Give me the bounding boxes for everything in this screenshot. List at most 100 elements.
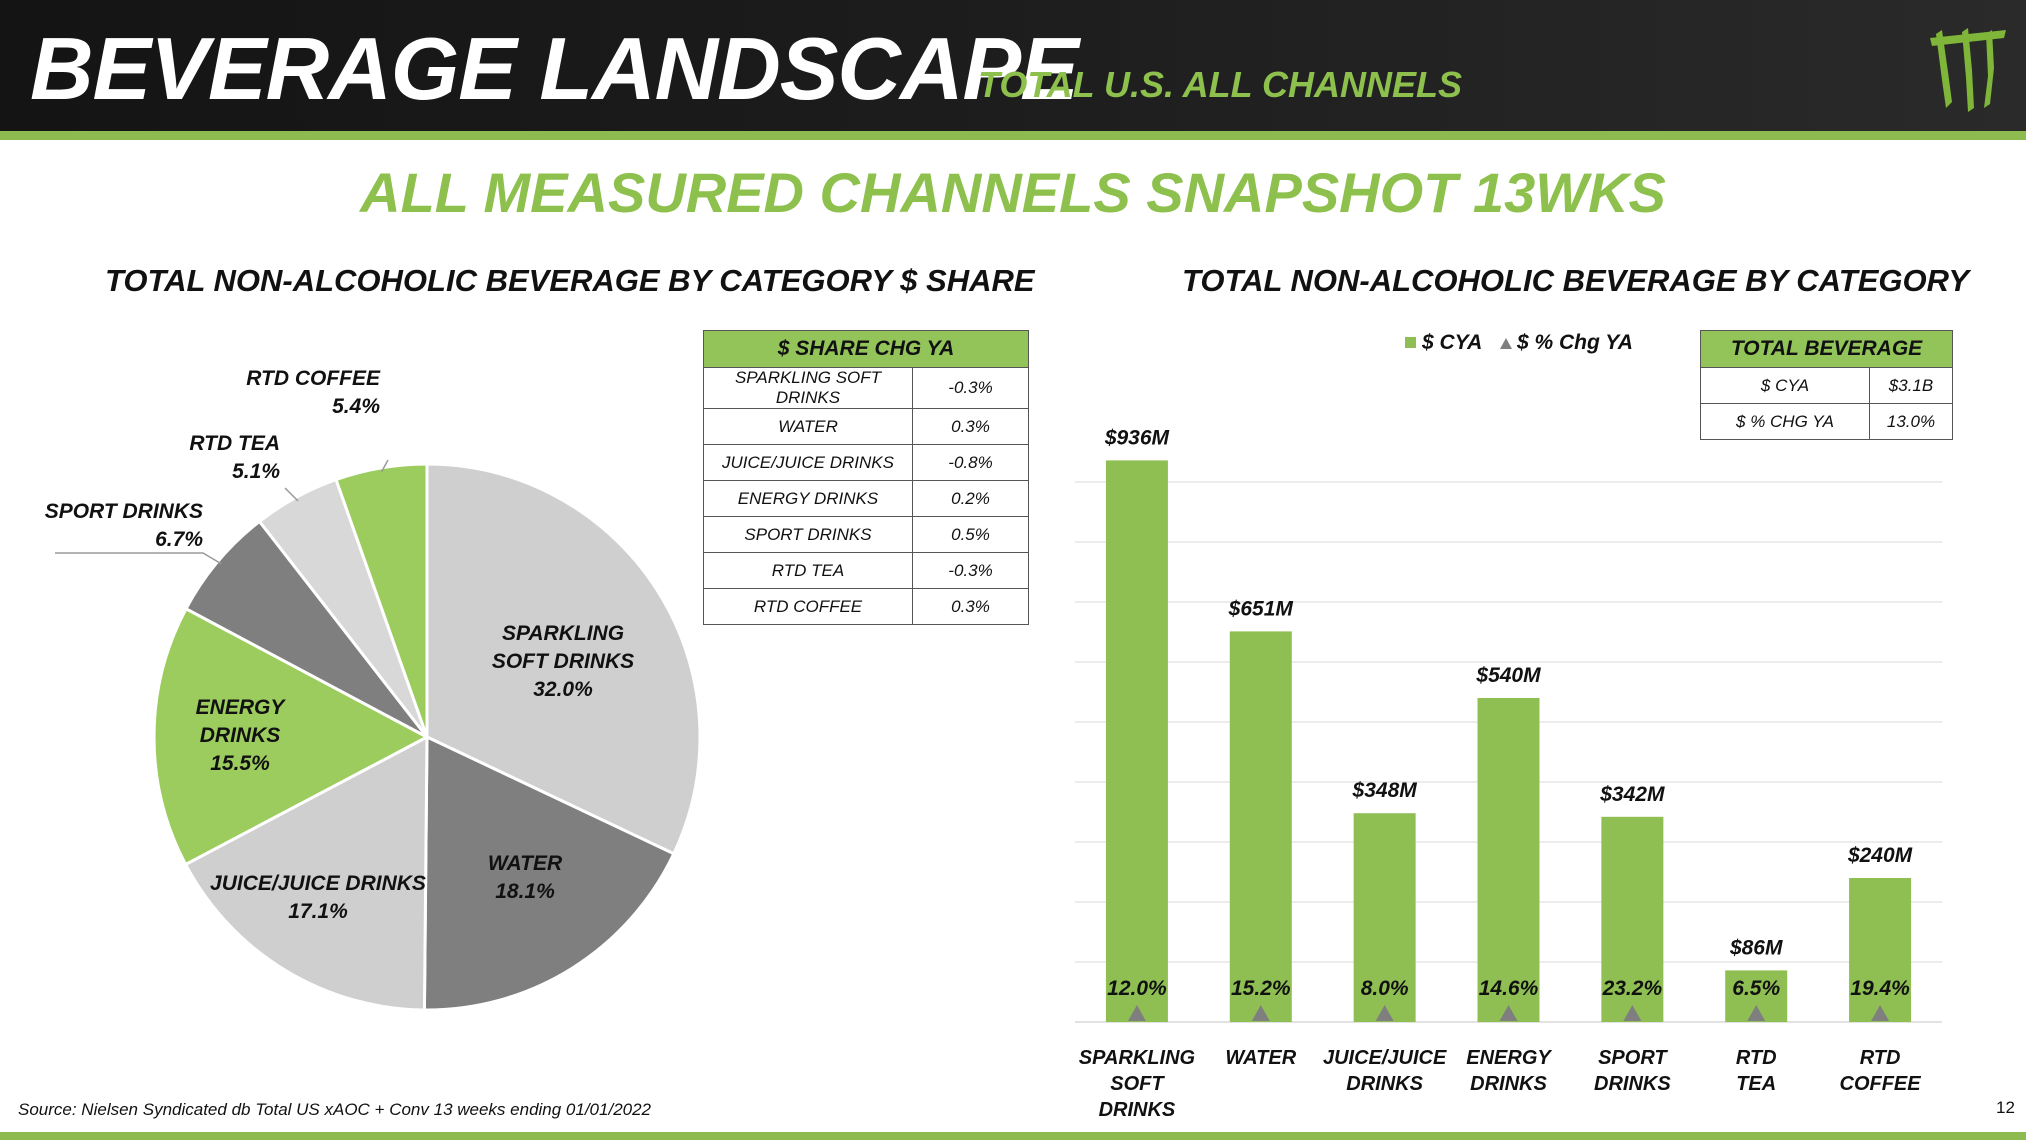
monster-claw-logo-icon (1930, 28, 2006, 112)
pct-change-label: 19.4% (1850, 977, 1910, 1000)
pct-change-label: 15.2% (1231, 977, 1291, 1000)
table-row: JUICE/JUICE DRINKS -0.8% (703, 444, 1029, 481)
table-cell-value: 0.5% (912, 516, 1029, 553)
bar-value-label: $651M (1228, 597, 1294, 620)
page-title: BEVERAGE LANDSCAPE (30, 19, 1079, 118)
total-table-header: TOTAL BEVERAGE (1700, 330, 1953, 368)
x-tick-label: ENERGY (1466, 1047, 1552, 1069)
pie-category-label: DRINKS (200, 724, 281, 747)
total-beverage-table: TOTAL BEVERAGE $ CYA $3.1B $ % CHG YA 13.0… (1700, 330, 1953, 440)
pie-slice-rtd-coffee (334, 462, 429, 738)
legend-square-icon (1405, 337, 1416, 348)
share-change-table: $ SHARE CHG YA SPARKLING SOFT DRINKS -0.3… (703, 330, 1029, 625)
table-cell-value: -0.3% (912, 552, 1029, 589)
pie-slice-energy-drinks (152, 606, 431, 867)
x-tick-label: DRINKS (1346, 1073, 1423, 1095)
pie-leader-line (380, 459, 389, 473)
table-cell-category: SPARKLING SOFT DRINKS (703, 367, 913, 409)
x-tick-label: COFFEE (1840, 1073, 1922, 1095)
table-row: $ % CHG YA 13.0% (1700, 403, 1953, 440)
pie-chart-title: TOTAL NON-ALCOHOLIC BEVERAGE BY CATEGORY… (105, 263, 1035, 298)
x-tick-label: RTD (1860, 1047, 1901, 1069)
x-tick-label: WATER (1225, 1047, 1296, 1069)
bar-chart: $936M 12.0% SPARKLING SOFT DRINKS $651M 15.2% W… (1075, 331, 1942, 1120)
bar-sparkling-soft-drinks (1105, 460, 1168, 1022)
legend-label: $ % Chg YA (1516, 331, 1633, 354)
pct-change-label: 8.0% (1361, 977, 1409, 1000)
pie-value-label: 32.0% (533, 678, 593, 701)
bar-sport-drinks (1601, 816, 1664, 1022)
pct-change-marker (1623, 1005, 1642, 1021)
header-accent-stripe (0, 131, 2026, 140)
table-cell-label: $ CYA (1700, 367, 1870, 404)
header-bar (0, 0, 2026, 140)
share-table-header: $ SHARE CHG YA (703, 330, 1029, 368)
table-row: RTD TEA -0.3% (703, 552, 1029, 589)
table-cell-category: SPORT DRINKS (703, 516, 913, 553)
x-tick-label: DRINKS (1594, 1073, 1671, 1095)
footer-accent-stripe (0, 1132, 2026, 1140)
bar-chart-title: TOTAL NON-ALCOHOLIC BEVERAGE BY CATEGORY (1182, 263, 1970, 298)
x-tick-label: DRINKS (1099, 1099, 1176, 1120)
bar-value-label: $540M (1475, 664, 1541, 687)
pie-value-label: 5.1% (232, 460, 280, 483)
pct-change-marker (1499, 1005, 1518, 1021)
bar-value-label: $86M (1729, 936, 1783, 959)
pie-value-label: 18.1% (495, 880, 555, 903)
pie-value-label: 15.5% (210, 752, 270, 775)
table-cell-category: ENERGY DRINKS (703, 480, 913, 517)
legend-triangle-icon (1500, 338, 1512, 349)
pct-change-label: 12.0% (1107, 977, 1167, 1000)
table-cell-category: JUICE/JUICE DRINKS (703, 444, 913, 481)
table-cell-value: 0.2% (912, 480, 1029, 517)
pct-change-marker (1375, 1005, 1394, 1021)
pie-value-label: 17.1% (288, 900, 348, 923)
pct-change-marker (1871, 1005, 1890, 1021)
table-row: SPORT DRINKS 0.5% (703, 516, 1029, 553)
pie-category-label: SOFT DRINKS (492, 650, 634, 673)
x-tick-label: SPARKLING (1079, 1047, 1195, 1069)
bar-energy-drinks (1477, 698, 1540, 1022)
bar-value-label: $348M (1352, 779, 1418, 802)
pie-leader-line (284, 487, 299, 502)
table-cell-value: $3.1B (1869, 367, 1953, 404)
pie-slice-sparkling-soft-drinks (425, 462, 702, 856)
pie-category-label: ENERGY (196, 696, 287, 719)
table-row: RTD COFFEE 0.3% (703, 588, 1029, 625)
pct-change-label: 6.5% (1732, 977, 1780, 1000)
bar-rtd-coffee (1849, 878, 1912, 1022)
pct-change-marker (1127, 1005, 1146, 1021)
table-row: $ CYA $3.1B (1700, 367, 1953, 404)
pie-category-label: RTD COFFEE (246, 367, 381, 390)
pct-change-marker (1251, 1005, 1270, 1021)
pct-change-label: 23.2% (1602, 977, 1663, 1000)
table-cell-category: RTD COFFEE (703, 588, 913, 625)
pie-category-label: RTD TEA (189, 432, 280, 455)
pie-category-label: JUICE/JUICE DRINKS (210, 872, 426, 895)
page-subtitle: TOTAL U.S. ALL CHANNELS (978, 64, 1463, 105)
pie-category-label: WATER (488, 852, 563, 875)
table-row: SPARKLING SOFT DRINKS -0.3% (703, 367, 1029, 409)
page-number: 12 (1996, 1098, 2015, 1117)
x-tick-label: JUICE/JUICE (1323, 1047, 1447, 1069)
chart-legend: $ CYA $ % Chg YA (1405, 331, 1633, 354)
pie-leader-line (55, 552, 222, 565)
pie-slice-juice-juice-drinks (183, 734, 429, 1012)
bar-value-label: $936M (1104, 426, 1170, 449)
pie-category-label: SPORT DRINKS (45, 500, 203, 523)
legend-label: $ CYA (1421, 331, 1482, 354)
x-tick-label: TEA (1736, 1073, 1776, 1095)
table-row: ENERGY DRINKS 0.2% (703, 480, 1029, 517)
table-row: WATER 0.3% (703, 408, 1029, 445)
bar-value-label: $342M (1599, 783, 1665, 806)
bar-water (1229, 631, 1292, 1022)
snapshot-headline: ALL MEASURED CHANNELS SNAPSHOT 13WKS (360, 161, 1666, 224)
x-tick-label: DRINKS (1470, 1073, 1547, 1095)
table-cell-category: WATER (703, 408, 913, 445)
x-tick-label: SPORT (1598, 1047, 1668, 1069)
pie-slice-water (422, 734, 676, 1012)
bar-juice-juice-drinks (1353, 813, 1416, 1022)
table-cell-value: 0.3% (912, 588, 1029, 625)
pie-chart: SPARKLING SOFT DRINKS 32.0% WATER 18.1% JUICE… (45, 367, 702, 1012)
pie-value-label: 5.4% (332, 395, 380, 418)
